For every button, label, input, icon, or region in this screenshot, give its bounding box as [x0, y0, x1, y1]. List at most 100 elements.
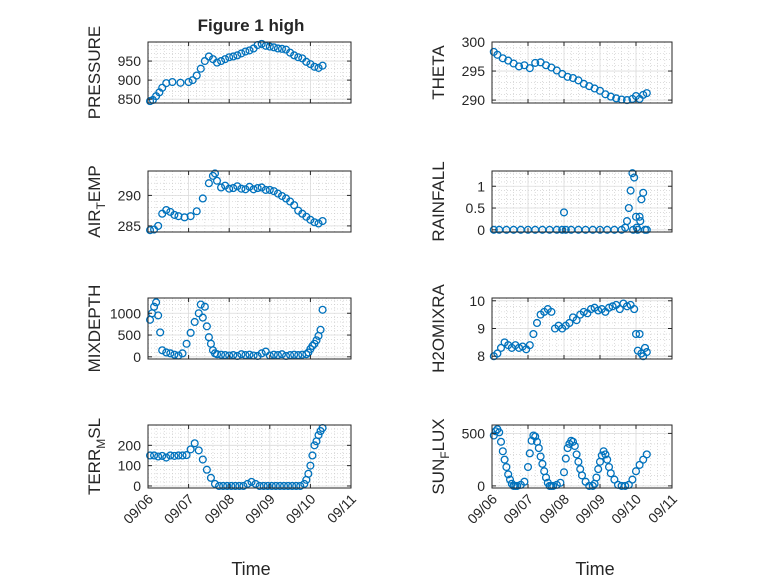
- y-tick-label: 1000: [110, 305, 141, 321]
- y-tick-label: 100: [118, 458, 142, 474]
- data-point: [229, 184, 238, 193]
- data-point: [196, 300, 205, 309]
- data-point: [624, 203, 633, 213]
- data-point: [639, 188, 648, 197]
- data-point: [536, 452, 545, 461]
- data-point: [502, 462, 511, 472]
- data-point: [206, 473, 215, 482]
- data-point: [498, 447, 507, 456]
- y-axis-label-subscript: M: [94, 439, 108, 449]
- data-point: [190, 317, 199, 327]
- minor-grid: [147, 298, 352, 359]
- data-point: [286, 351, 295, 360]
- data-point: [622, 302, 632, 311]
- subplot-1: 850 900 950 PRESSURE: [85, 26, 352, 120]
- data-point: [622, 217, 632, 226]
- data-point: [568, 437, 578, 446]
- data-point: [603, 455, 612, 464]
- data-point: [204, 52, 213, 61]
- data-point: [229, 351, 238, 360]
- data-point: [237, 184, 246, 193]
- data-point: [154, 311, 163, 320]
- data-point: [532, 318, 542, 328]
- data-point: [202, 322, 211, 331]
- y-axis-label-main: TERR: [85, 449, 104, 495]
- data-point: [514, 62, 524, 71]
- data-point: [156, 328, 165, 337]
- data-point: [241, 47, 250, 56]
- y-tick-label: 290: [118, 187, 142, 203]
- axes-box: [491, 170, 673, 233]
- data-point: [556, 478, 565, 487]
- data-point: [615, 305, 624, 314]
- data-point: [198, 194, 207, 203]
- data-point: [204, 179, 213, 188]
- data-point: [310, 441, 319, 450]
- data-point: [513, 481, 522, 490]
- data-point: [225, 184, 234, 193]
- data-point: [233, 51, 242, 60]
- data-point: [531, 58, 540, 67]
- data-point: [210, 169, 220, 178]
- data-point: [563, 72, 572, 81]
- y-tick-label: 900: [118, 72, 142, 88]
- data-point: [294, 53, 303, 62]
- y-tick-label: 285: [118, 218, 142, 234]
- data-point: [302, 57, 311, 66]
- data-point: [277, 191, 287, 201]
- data-point: [170, 210, 179, 219]
- data-point: [245, 182, 254, 191]
- data-point: [241, 185, 250, 194]
- data-point: [541, 473, 551, 482]
- data-point: [592, 473, 601, 482]
- data-point: [606, 469, 615, 478]
- data-point: [636, 217, 645, 226]
- axes-background: [492, 171, 672, 232]
- data-point: [225, 53, 234, 62]
- data-point: [304, 469, 313, 478]
- y-tick-label: 850: [118, 91, 142, 107]
- data-point: [496, 343, 506, 352]
- data-point: [253, 184, 262, 193]
- data-point: [635, 329, 644, 339]
- data-point: [288, 481, 297, 491]
- y-tick-label: 0.5: [466, 200, 486, 216]
- data-point: [269, 43, 278, 52]
- data-point: [630, 173, 639, 182]
- data-point: [166, 451, 175, 460]
- y-axis-label: TERRMSL: [85, 418, 108, 495]
- data-point: [279, 481, 289, 491]
- y-axis-label-tail: SL: [85, 418, 104, 439]
- data-point: [182, 451, 191, 460]
- data-point: [221, 55, 230, 64]
- data-point: [275, 481, 285, 491]
- data-point: [493, 349, 502, 358]
- axes-box: [147, 41, 352, 104]
- data-point: [284, 481, 293, 491]
- axes-background: [492, 42, 672, 103]
- data-point: [547, 307, 556, 316]
- data-point: [257, 183, 266, 192]
- data-point: [290, 51, 299, 60]
- data-point: [579, 307, 588, 316]
- subplot-2: 290 295 300 THETA: [429, 34, 673, 108]
- data-point: [196, 64, 205, 73]
- data-point: [166, 349, 175, 358]
- data-point: [227, 481, 236, 491]
- x-axis-label-left: Time: [231, 559, 270, 579]
- data-point: [314, 431, 323, 440]
- y-axis-label: RAINFALL: [429, 161, 448, 241]
- y-tick-label: 200: [118, 437, 142, 453]
- y-axis-label-main: PRESSURE: [85, 26, 104, 120]
- y-axis-label-main: H2OMIXRA: [429, 283, 448, 372]
- data-point: [237, 350, 246, 359]
- data-point: [223, 481, 232, 491]
- y-tick-label: 10: [469, 293, 485, 309]
- figure-title: Figure 1 high: [198, 16, 305, 35]
- data-point: [247, 477, 256, 486]
- data-point: [314, 63, 323, 72]
- data-point: [577, 471, 587, 480]
- data-point: [162, 453, 171, 462]
- data-point: [178, 451, 187, 460]
- data-point: [150, 451, 159, 460]
